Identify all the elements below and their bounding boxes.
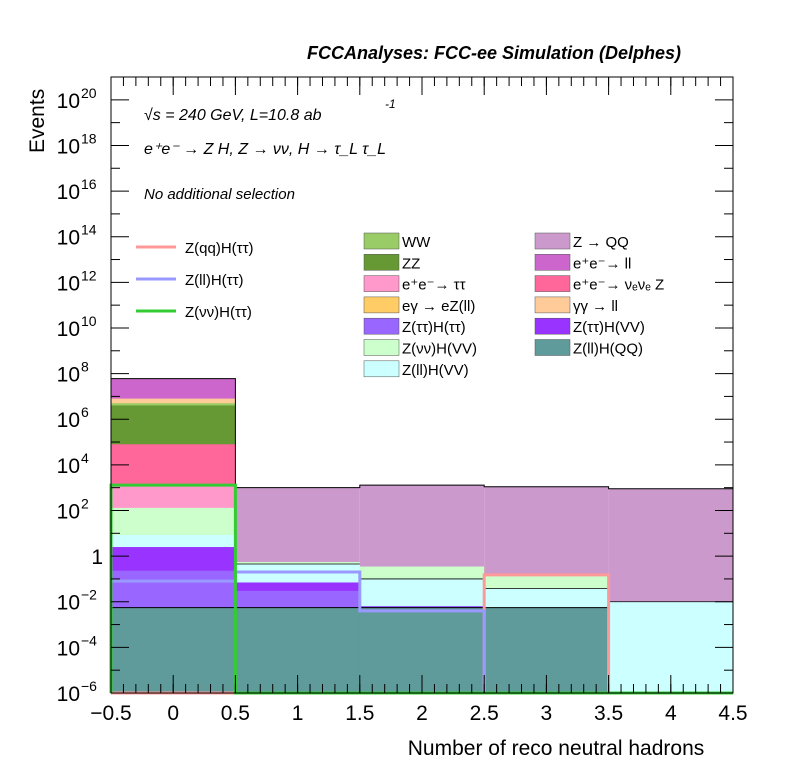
x-tick-label: 4.5 — [718, 702, 747, 725]
chart-title: FCCAnalyses: FCC-ee Simulation (Delphes) — [307, 43, 681, 63]
legend-swatch — [534, 232, 571, 250]
y-tick-exponent: 20 — [81, 85, 97, 101]
y-tick-exponent: 16 — [81, 176, 97, 192]
process-label: e⁺e⁻ → Z H, Z → νν, H → τ_L τ_L — [144, 141, 386, 158]
x-tick-label: 0 — [167, 702, 179, 725]
legend-swatch — [363, 296, 400, 314]
y-tick-label: 10 — [57, 455, 80, 478]
y-tick-label: 10 — [57, 318, 80, 341]
x-tick-label: 3 — [541, 702, 553, 725]
legend-swatch — [363, 275, 400, 292]
legend-label: WW — [402, 234, 431, 251]
y-tick-exponent: −6 — [81, 678, 97, 694]
x-tick-label: 2.5 — [470, 702, 499, 725]
y-tick-exponent: 18 — [81, 130, 97, 146]
legend-swatch — [363, 232, 400, 250]
y-tick-exponent: 6 — [81, 404, 89, 420]
y-tick-label: 10 — [57, 227, 80, 250]
legend-label: e⁺e⁻→ νₑνₑ Z — [573, 277, 664, 294]
legend-signal-label: Z(ll)H(ττ) — [185, 272, 244, 289]
legend-label: Z(νν)H(VV) — [402, 341, 477, 358]
legend-label: eγ → eZ(ll) — [402, 298, 475, 315]
legend-swatch — [534, 254, 571, 271]
vv-edge-line — [235, 563, 733, 603]
legend-label: e⁺e⁻→ ττ — [402, 277, 466, 294]
selection-label: No additional selection — [144, 186, 295, 203]
legend-swatch — [363, 360, 400, 378]
y-tick-label: 10 — [57, 409, 80, 432]
x-tick-label: 1.5 — [345, 702, 374, 725]
legend-signal-label: Z(νν)H(ττ) — [185, 304, 252, 321]
y-tick-exponent: 14 — [81, 222, 97, 238]
y-tick-exponent: −2 — [81, 587, 97, 603]
legend-label: Z → QQ — [573, 234, 629, 251]
y-tick-label: 10 — [57, 181, 80, 204]
legend-swatch — [534, 317, 571, 335]
y-tick-label: 10 — [57, 135, 80, 158]
legend-swatch — [534, 275, 571, 292]
y-tick-exponent: 2 — [81, 495, 89, 511]
y-tick-label: 10 — [57, 500, 80, 523]
y-tick-label: 10 — [57, 272, 80, 295]
stack-outline — [110, 378, 734, 693]
legend-swatch — [363, 254, 400, 271]
legend-label: Z(ττ)H(ττ) — [402, 319, 466, 336]
legend-swatch — [363, 317, 400, 335]
y-tick-label: 1 — [91, 546, 103, 569]
x-tick-label: 0.5 — [221, 702, 250, 725]
legend-label: ZZ — [402, 255, 420, 272]
x-axis-label: Number of reco neutral hadrons — [408, 737, 705, 760]
x-tick-label: 4 — [665, 702, 677, 725]
x-tick-label: 2 — [416, 702, 428, 725]
legend-label: Z(ττ)H(VV) — [573, 319, 645, 336]
y-axis-label: Events — [26, 89, 49, 153]
x-tick-label: 1 — [292, 702, 304, 725]
y-tick-label: 10 — [57, 683, 80, 706]
energy-exponent: -1 — [385, 97, 396, 111]
y-tick-label: 10 — [57, 90, 80, 113]
legend-label: Z(ll)H(VV) — [402, 362, 469, 379]
y-tick-label: 10 — [57, 637, 80, 660]
y-tick-exponent: 12 — [81, 267, 97, 283]
legend-label: e⁺e⁻→ ll — [573, 255, 631, 272]
legend-label: Z(ll)H(QQ) — [573, 341, 643, 358]
legend-label: γγ → ll — [573, 298, 618, 315]
x-tick-label: −0.5 — [90, 702, 131, 725]
y-tick-label: 10 — [57, 592, 80, 615]
legend-swatch — [363, 339, 400, 356]
y-tick-exponent: 10 — [81, 313, 97, 329]
y-tick-exponent: −4 — [81, 632, 97, 648]
legend-swatch — [534, 339, 571, 356]
x-tick-label: 3.5 — [594, 702, 623, 725]
legend-swatch — [534, 296, 571, 314]
energy-label: √s = 240 GeV, L=10.8 ab — [144, 107, 322, 124]
y-tick-exponent: 8 — [81, 359, 89, 375]
y-tick-exponent: 4 — [81, 450, 89, 466]
legend-signal-label: Z(qq)H(ττ) — [185, 240, 254, 257]
y-tick-label: 10 — [57, 364, 80, 387]
